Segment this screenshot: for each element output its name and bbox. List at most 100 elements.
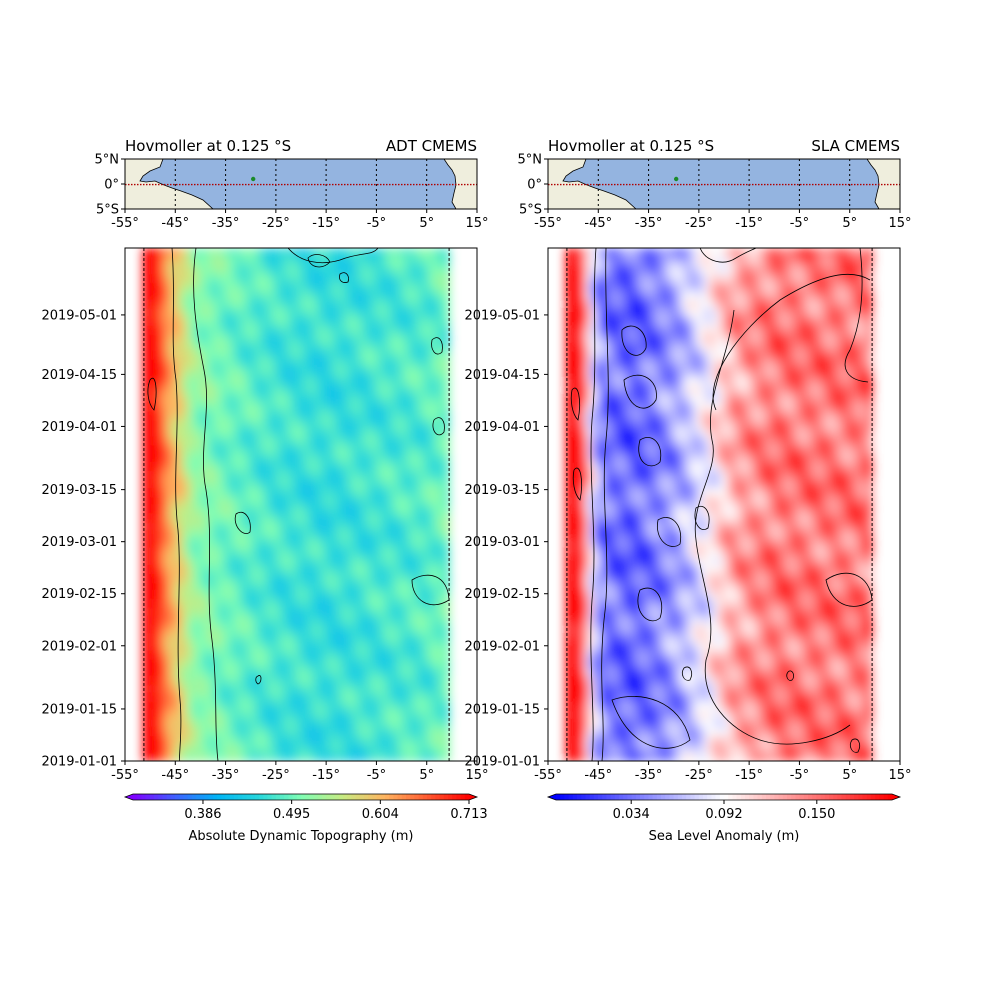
field-cell (152, 470, 159, 480)
field-cell (288, 461, 295, 471)
field-cell (343, 675, 350, 685)
field-cell (615, 393, 622, 403)
field-cell (248, 487, 254, 497)
field-cell (575, 307, 582, 317)
field-cell (575, 581, 582, 591)
field-cell (192, 572, 199, 583)
field-cell (620, 718, 627, 728)
field-cell (157, 649, 164, 659)
field-cell (610, 453, 617, 463)
field-cell (147, 436, 154, 446)
field-cell (343, 615, 350, 625)
location-marker (251, 176, 256, 182)
field-cell (630, 265, 637, 275)
field-cell (399, 615, 405, 625)
field-cell (595, 555, 602, 565)
field-cell (610, 632, 617, 642)
field-cell (666, 607, 672, 617)
field-cell (434, 709, 440, 719)
field-cell (444, 624, 450, 634)
field-cell (308, 615, 315, 625)
field-cell (641, 530, 647, 540)
field-cell (595, 307, 602, 317)
field-cell (167, 342, 174, 352)
field-cell (646, 393, 652, 403)
field-cell (197, 624, 204, 634)
field-cell (197, 735, 204, 745)
field-cell (202, 401, 209, 412)
field-cell (404, 598, 410, 608)
field-cell (318, 248, 325, 258)
field-cell (293, 359, 300, 369)
field-cell (207, 513, 214, 523)
field-cell (142, 718, 149, 728)
field-cell (373, 632, 380, 642)
field-cell (575, 273, 582, 283)
field-cell (147, 692, 154, 702)
field-cell (298, 342, 305, 352)
field-cell (213, 367, 219, 377)
field-cell (152, 453, 159, 463)
field-cell (218, 376, 224, 386)
field-cell (293, 487, 300, 497)
field-cell (348, 461, 355, 471)
field-cell (162, 726, 169, 736)
field-cell (630, 675, 637, 685)
field-cell (600, 743, 607, 754)
field-cell (248, 752, 254, 761)
field-cell (636, 299, 642, 309)
field-cell (218, 504, 224, 514)
field-cell (187, 598, 194, 608)
field-cell (298, 718, 305, 728)
field-cell (192, 564, 199, 574)
field-cell (268, 692, 274, 702)
field-cell (253, 513, 259, 523)
field-cell (268, 265, 274, 275)
field-cell (223, 444, 229, 454)
field-cell (434, 590, 440, 600)
field-cell (268, 701, 274, 711)
field-cell (147, 555, 154, 565)
field-cell (218, 359, 224, 369)
field-cell (394, 307, 400, 317)
field-cell (595, 299, 602, 309)
field-cell (298, 692, 305, 702)
field-cell (368, 675, 375, 685)
field-cell (343, 641, 350, 651)
field-cell (192, 504, 199, 514)
field-cell (223, 333, 229, 343)
field-cell (283, 624, 290, 634)
field-cell (207, 350, 214, 360)
field-cell (666, 726, 672, 736)
field-cell (651, 359, 657, 369)
field-cell (243, 615, 249, 625)
field-cell (228, 718, 234, 728)
field-cell (439, 495, 445, 506)
field-cell (615, 641, 622, 651)
field-cell (378, 367, 385, 377)
field-cell (243, 461, 249, 471)
field-cell (333, 299, 340, 309)
field-cell (253, 367, 259, 377)
field-cell (167, 367, 174, 377)
field-cell (283, 513, 290, 523)
field-cell (162, 393, 169, 403)
field-cell (162, 495, 169, 506)
field-cell (656, 495, 662, 506)
field-cell (162, 478, 169, 488)
field-cell (620, 265, 627, 275)
field-cell (348, 307, 355, 317)
field-cell (202, 632, 209, 642)
field-cell (409, 410, 415, 420)
field-cell (162, 564, 169, 574)
field-cell (399, 367, 405, 377)
field-cell (228, 333, 234, 343)
field-cell (409, 718, 415, 728)
field-cell (258, 649, 264, 659)
field-cell (197, 555, 204, 565)
field-cell (213, 419, 219, 429)
field-cell (142, 359, 149, 369)
field-cell (293, 504, 300, 514)
field-cell (656, 572, 662, 583)
field-cell (238, 709, 244, 719)
